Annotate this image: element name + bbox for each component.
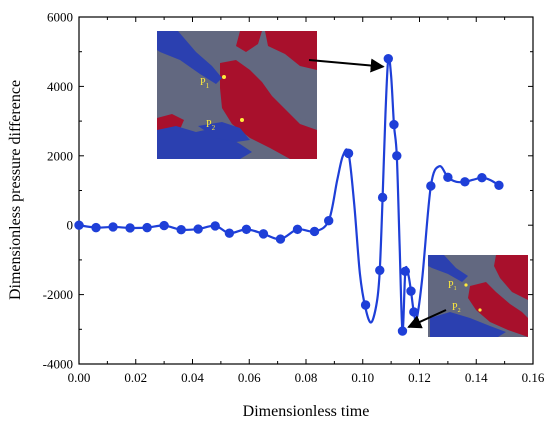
- data-point: [125, 223, 135, 233]
- arrow-to-trough: [407, 309, 447, 329]
- inset-label-p2: P2: [206, 119, 216, 132]
- data-point: [292, 224, 303, 235]
- data-point: [375, 265, 385, 276]
- inset-blue-region: [157, 126, 252, 159]
- inset-label-p1: P1: [448, 280, 457, 292]
- y-axis: -4000 -2000 0 2000 4000 6000: [43, 10, 533, 372]
- inset-blue-region: [430, 312, 506, 337]
- data-point: [91, 222, 101, 233]
- x-tick-label: 0.00: [68, 370, 91, 385]
- data-point: [389, 119, 399, 130]
- y-tick-label: 6000: [47, 10, 73, 25]
- data-point: [392, 151, 402, 161]
- data-point: [360, 300, 371, 310]
- x-tick-label: 0.14: [465, 370, 488, 385]
- inset-blue-region: [157, 31, 222, 84]
- data-point: [477, 172, 487, 183]
- inset-blue-region: [428, 255, 468, 282]
- y-tick-label: 4000: [47, 79, 73, 94]
- series-group: [74, 53, 504, 336]
- data-point: [142, 222, 152, 233]
- inset-image-upper: P1 P2: [157, 31, 317, 159]
- inset-gray-region: [186, 31, 238, 58]
- data-point: [224, 228, 235, 238]
- x-tick-label: 0.06: [238, 370, 261, 385]
- x-axis-title: Dimensionless time: [243, 403, 370, 420]
- point-p1-marker: [222, 75, 226, 79]
- x-tick-label: 0.12: [408, 370, 431, 385]
- point-p2-marker: [240, 118, 244, 122]
- data-point: [397, 326, 408, 336]
- inset-label-p2: P2: [452, 302, 461, 314]
- data-point: [309, 226, 320, 237]
- x-tick-label: 0.02: [124, 370, 147, 385]
- x-tick-label: 0.08: [295, 370, 318, 385]
- data-point: [275, 234, 286, 244]
- arrow-to-peak: [308, 58, 385, 73]
- data-point: [324, 215, 334, 226]
- inset-image-lower: P1 P2: [428, 255, 528, 337]
- inset-red-region: [265, 31, 317, 70]
- y-tick-label: 2000: [47, 148, 73, 163]
- inset-red-region: [494, 255, 528, 300]
- y-tick-label: 0: [67, 218, 74, 233]
- data-point: [383, 53, 393, 64]
- data-point: [406, 286, 416, 296]
- data-point: [343, 148, 354, 159]
- data-point: [258, 229, 269, 239]
- data-point: [176, 225, 186, 235]
- data-point: [74, 220, 84, 230]
- x-tick-label: 0.16: [522, 370, 545, 385]
- data-point: [377, 192, 388, 203]
- data-point: [400, 266, 411, 277]
- data-point: [443, 172, 453, 183]
- inset-gray-region: [270, 66, 317, 122]
- inset-label-p1: P1: [200, 77, 210, 90]
- y-tick-label: -4000: [43, 357, 73, 372]
- data-point: [426, 181, 436, 191]
- inset-red-region: [468, 282, 528, 337]
- data-point: [193, 224, 203, 234]
- annotation-arrows: [308, 58, 447, 329]
- data-point: [159, 220, 169, 231]
- point-p1-marker: [464, 283, 468, 287]
- inset-red-region: [236, 31, 262, 52]
- y-axis-title: Dimensionless pressure difference: [7, 80, 24, 300]
- inset-red-region: [220, 60, 317, 159]
- data-point: [241, 224, 252, 235]
- y-tick-label: -2000: [43, 287, 73, 302]
- x-tick-label: 0.10: [351, 370, 374, 385]
- x-tick-label: 0.04: [181, 370, 204, 385]
- x-axis: 0.00 0.02 0.04 0.06 0.08 0.10 0.12 0.14 0.16: [68, 17, 545, 385]
- data-point: [409, 307, 419, 317]
- data-point: [108, 222, 118, 232]
- data-point: [494, 180, 504, 190]
- point-p2-marker: [478, 308, 482, 312]
- data-point: [460, 177, 470, 187]
- inset-blue-region: [198, 122, 250, 142]
- data-point: [210, 221, 220, 231]
